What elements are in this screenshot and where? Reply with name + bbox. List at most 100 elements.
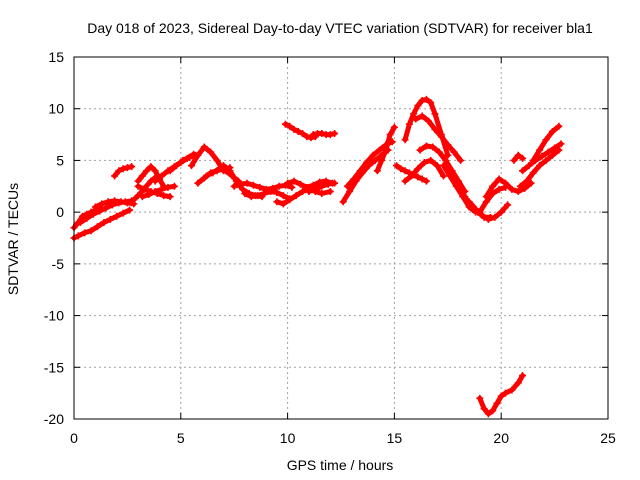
data-point <box>96 207 104 215</box>
data-point <box>273 198 281 206</box>
series-arc-34 <box>476 183 509 216</box>
data-point <box>331 179 339 187</box>
data-point <box>440 172 448 180</box>
data-point <box>147 163 155 171</box>
data-point <box>544 148 552 156</box>
data-point <box>213 156 221 164</box>
data-point <box>525 162 533 170</box>
data-point <box>414 102 422 110</box>
data-point <box>305 187 313 195</box>
data-point <box>390 123 398 131</box>
series-band <box>413 113 464 163</box>
y-tick-label: 15 <box>48 49 64 65</box>
data-point <box>256 183 264 191</box>
data-point <box>200 143 208 151</box>
data-point <box>128 198 136 206</box>
data-point <box>164 183 172 191</box>
series-band <box>71 207 132 241</box>
data-point <box>382 146 390 154</box>
data-point <box>457 156 465 164</box>
data-point <box>418 112 426 120</box>
series-arc-19 <box>284 177 336 191</box>
data-point <box>529 169 537 177</box>
data-point <box>119 209 127 217</box>
data-point <box>378 156 386 164</box>
data-point <box>519 167 527 175</box>
series-arc-29 <box>416 142 469 195</box>
data-point <box>243 179 251 187</box>
data-point <box>548 127 556 135</box>
data-point <box>290 125 298 133</box>
series-arc-22 <box>309 130 339 139</box>
data-point <box>138 172 146 180</box>
data-point <box>497 208 505 216</box>
data-point <box>363 158 371 166</box>
y-tick-label: 10 <box>48 101 64 117</box>
data-point <box>91 203 99 211</box>
data-point <box>158 172 166 180</box>
data-point <box>551 144 559 152</box>
data-point <box>303 133 311 141</box>
y-tick-label: -5 <box>52 256 65 272</box>
data-point <box>356 167 364 175</box>
data-point <box>273 188 281 196</box>
data-point <box>514 151 522 159</box>
data-point <box>316 178 324 186</box>
series-arc-11 <box>166 151 200 175</box>
data-point <box>414 173 422 181</box>
data-point <box>311 185 319 193</box>
data-point <box>491 213 499 221</box>
data-point <box>542 136 550 144</box>
data-point <box>501 389 509 397</box>
data-point <box>230 182 238 190</box>
data-point <box>431 110 439 118</box>
x-tick-label: 25 <box>600 430 616 446</box>
data-point <box>369 151 377 159</box>
data-point <box>386 131 394 139</box>
data-point <box>420 158 428 166</box>
data-point <box>299 130 307 138</box>
data-point <box>98 200 106 208</box>
data-point <box>275 182 283 190</box>
data-point <box>371 156 379 164</box>
data-point <box>442 156 450 164</box>
data-point <box>128 163 136 171</box>
data-point <box>166 167 174 175</box>
data-point <box>514 187 522 195</box>
data-point <box>461 193 469 201</box>
x-tick-label: 15 <box>387 430 403 446</box>
data-point <box>247 193 255 201</box>
series-arc-27 <box>401 95 452 159</box>
data-point <box>123 164 131 172</box>
data-point <box>536 146 544 154</box>
data-point <box>407 172 415 180</box>
data-point <box>414 165 422 173</box>
data-point <box>422 142 430 150</box>
axis-tick-labels: 0 5 10 15 20 25 -20 -15 -10 -5 0 5 10 15 <box>44 49 616 446</box>
data-point <box>538 152 546 160</box>
y-tick-label: 0 <box>56 204 64 220</box>
data-point <box>299 187 307 195</box>
x-tick-label: 0 <box>70 430 78 446</box>
y-tick-label: -10 <box>44 308 64 324</box>
data-point <box>519 154 527 162</box>
data-point <box>241 190 249 198</box>
data-point <box>401 167 409 175</box>
data-point <box>281 120 289 128</box>
data-point <box>418 175 426 183</box>
y-tick-label: 5 <box>56 152 64 168</box>
data-point <box>422 177 430 185</box>
data-point <box>495 175 503 183</box>
data-point <box>220 162 228 170</box>
data-point <box>433 162 441 170</box>
data-point <box>74 232 82 240</box>
data-point <box>179 156 187 164</box>
data-point <box>427 99 435 107</box>
data-point <box>215 165 223 173</box>
series-arc-25 <box>373 123 398 175</box>
data-point <box>166 193 174 201</box>
chart-title: Day 018 of 2023, Sidereal Day-to-day VTE… <box>87 20 593 36</box>
data-point <box>286 196 294 204</box>
data-point <box>495 185 503 193</box>
